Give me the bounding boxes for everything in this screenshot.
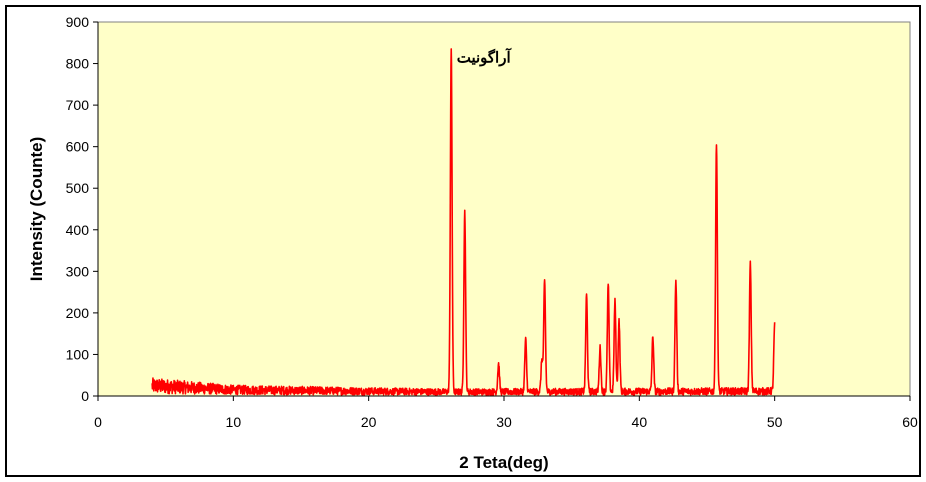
x-tick-label: 30 xyxy=(496,414,512,430)
y-tick-label: 800 xyxy=(66,56,90,72)
peak-annotation: آراگونیت xyxy=(457,47,513,66)
y-tick-label: 700 xyxy=(66,97,90,113)
x-tick-label: 50 xyxy=(767,414,783,430)
x-tick-label: 10 xyxy=(226,414,242,430)
y-tick-label: 100 xyxy=(66,346,90,362)
y-axis-label: Intensity (Counte) xyxy=(27,137,46,282)
y-tick-label: 0 xyxy=(81,388,89,404)
plot-area xyxy=(97,21,911,397)
y-tick-label: 600 xyxy=(66,139,90,155)
y-tick-label: 900 xyxy=(66,14,90,30)
series-line xyxy=(151,48,776,396)
y-tick-label: 200 xyxy=(66,305,90,321)
x-tick-label: 60 xyxy=(902,414,918,430)
x-tick-label: 40 xyxy=(632,414,648,430)
series-group xyxy=(151,48,776,396)
y-tick-label: 500 xyxy=(66,180,90,196)
y-tick-label: 400 xyxy=(66,222,90,238)
y-axis-ticks: 0 100 200 300 400 500 600 700 800 900 xyxy=(66,14,98,404)
x-axis-label: 2 Teta(deg) xyxy=(459,453,548,472)
y-tick-label: 300 xyxy=(66,263,90,279)
x-axis-ticks: 0 10 20 30 40 50 60 xyxy=(94,396,918,430)
x-tick-label: 0 xyxy=(94,414,102,430)
x-tick-label: 20 xyxy=(361,414,377,430)
